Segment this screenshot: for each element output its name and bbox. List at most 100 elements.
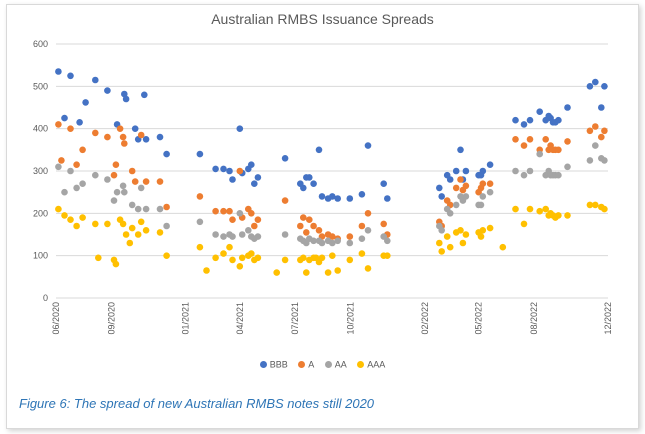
point-aaa: [73, 222, 80, 230]
point-bbb: [592, 78, 599, 86]
point-a: [79, 146, 86, 154]
x-tick-label: 01/2021: [180, 302, 190, 335]
point-bbb: [586, 83, 594, 90]
point-aa: [564, 163, 571, 171]
point-aa: [318, 239, 326, 247]
point-a: [281, 197, 289, 204]
point-aa: [462, 193, 470, 200]
point-a: [452, 184, 460, 192]
point-aaa: [358, 250, 366, 257]
point-bbb: [446, 176, 454, 183]
figure-caption: Figure 6: The spread of new Australian R…: [19, 396, 375, 411]
point-a: [104, 133, 111, 141]
point-aaa: [457, 227, 464, 234]
point-a: [297, 222, 304, 230]
point-aaa: [436, 239, 443, 247]
point-a: [112, 161, 120, 168]
point-aa: [438, 227, 446, 234]
point-bbb: [486, 161, 494, 168]
point-aaa: [479, 227, 487, 234]
point-aa: [212, 231, 219, 238]
point-aa: [113, 188, 121, 196]
legend-marker-aa: [324, 361, 332, 369]
point-aaa: [128, 224, 136, 232]
point-bbb: [226, 167, 233, 175]
data-points: [55, 68, 608, 276]
point-a: [555, 146, 562, 154]
point-aaa: [334, 267, 342, 274]
point-bbb: [82, 99, 89, 106]
point-bbb: [92, 76, 99, 84]
x-tick-label: 08/2022: [529, 302, 539, 335]
point-bbb: [141, 91, 148, 99]
point-aaa: [477, 233, 485, 240]
x-tick-label: 07/2021: [290, 302, 300, 335]
point-aa: [384, 237, 391, 245]
point-a: [119, 133, 127, 141]
point-aaa: [248, 250, 255, 257]
point-aa: [134, 205, 142, 213]
point-bbb: [457, 146, 464, 154]
point-a: [196, 193, 204, 200]
point-a: [306, 216, 313, 223]
point-bbb: [67, 72, 74, 80]
point-a: [315, 227, 323, 234]
point-bbb: [346, 195, 354, 202]
point-aaa: [112, 260, 120, 268]
point-bbb: [196, 150, 204, 158]
point-aaa: [438, 248, 446, 255]
point-aa: [220, 233, 227, 240]
point-a: [142, 178, 150, 185]
point-aaa: [236, 263, 244, 270]
point-bbb: [318, 193, 326, 200]
point-bbb: [122, 95, 130, 103]
point-aa: [110, 197, 118, 204]
point-aa: [55, 163, 62, 171]
point-aa: [526, 167, 534, 175]
point-bbb: [536, 108, 543, 115]
y-tick-label: 400: [33, 124, 48, 134]
series-aaa: [55, 201, 608, 276]
point-aaa: [212, 254, 219, 262]
point-bbb: [229, 176, 236, 183]
x-tick-label: 02/2022: [420, 302, 430, 335]
point-bbb: [436, 184, 443, 192]
point-a: [457, 176, 464, 183]
point-aa: [452, 201, 460, 209]
point-bbb: [236, 125, 244, 132]
point-a: [601, 127, 608, 135]
point-bbb: [564, 104, 571, 111]
point-aa: [520, 171, 528, 179]
point-aaa: [526, 205, 534, 213]
point-a: [346, 233, 354, 240]
legend-label-aaa: AAA: [367, 359, 386, 370]
point-a: [303, 229, 310, 236]
point-aaa: [462, 231, 470, 238]
chart-title: Australian RMBS Issuance Spreads: [211, 11, 434, 27]
point-bbb: [315, 146, 323, 154]
point-aaa: [229, 256, 236, 264]
point-a: [329, 233, 336, 240]
point-bbb: [438, 193, 446, 200]
point-bbb: [220, 165, 227, 173]
series-a: [55, 121, 608, 242]
point-bbb: [329, 193, 336, 200]
legend-item-a: A: [298, 359, 314, 370]
point-aaa: [122, 231, 130, 238]
y-tick-label: 0: [43, 293, 48, 303]
point-a: [358, 222, 366, 230]
point-bbb: [462, 167, 470, 175]
point-aa: [137, 184, 145, 192]
x-tick-label: 06/2020: [51, 302, 61, 335]
point-a: [137, 131, 145, 139]
point-aaa: [318, 254, 326, 262]
point-aaa: [512, 205, 519, 213]
point-a: [121, 140, 128, 147]
point-aaa: [79, 214, 86, 221]
point-aa: [119, 182, 127, 190]
point-bbb: [212, 165, 219, 173]
point-aaa: [104, 220, 111, 228]
point-aa: [236, 210, 244, 217]
y-tick-label: 100: [33, 251, 48, 261]
